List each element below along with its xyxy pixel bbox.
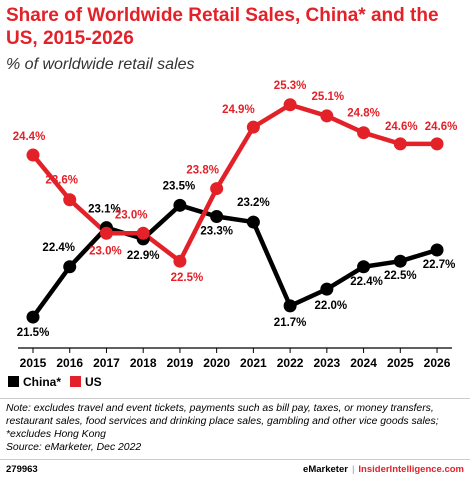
- data-label-china-2024: 22.4%: [350, 276, 383, 288]
- x-tick-label-2016: 2016: [56, 356, 83, 370]
- point-china-2019: [173, 198, 187, 212]
- point-us-2017: [99, 226, 113, 240]
- data-label-us-2016: 23.6%: [45, 175, 78, 187]
- brand-footer: eMarketer | InsiderIntelligence.com: [303, 464, 464, 475]
- x-tick-label-2026: 2026: [424, 356, 451, 370]
- data-label-china-2022: 21.7%: [274, 317, 307, 329]
- data-label-china-2016: 22.4%: [42, 242, 75, 254]
- data-label-china-2021: 23.2%: [237, 197, 270, 209]
- point-us-2025: [393, 137, 407, 151]
- point-us-2015: [26, 148, 40, 162]
- point-us-2022: [283, 98, 297, 112]
- source-text: Source: eMarketer, Dec 2022: [6, 442, 142, 453]
- data-label-us-2024: 24.8%: [347, 108, 380, 120]
- x-tick-label-2022: 2022: [277, 356, 304, 370]
- x-tick-label-2024: 2024: [350, 356, 377, 370]
- point-china-2016: [63, 260, 77, 274]
- data-label-us-2019: 22.5%: [171, 272, 204, 284]
- chart-subtitle: % of worldwide retail sales: [6, 56, 195, 73]
- data-label-china-2020: 23.3%: [200, 226, 233, 238]
- point-china-2020: [210, 210, 224, 223]
- data-label-china-2026: 22.7%: [423, 259, 456, 271]
- point-china-2023: [320, 282, 334, 296]
- series-line-us: [31, 102, 438, 264]
- point-us-2021: [246, 120, 260, 134]
- data-label-us-2022: 25.3%: [274, 80, 307, 92]
- point-china-2015: [26, 310, 40, 324]
- point-china-2026: [430, 243, 444, 257]
- brand-secondary: InsiderIntelligence.com: [358, 464, 464, 475]
- chart-id: 279963: [6, 464, 38, 475]
- data-label-china-2023: 22.0%: [315, 300, 348, 312]
- point-us-2020: [210, 182, 224, 196]
- x-tick-label-2018: 2018: [130, 356, 157, 370]
- data-label-us-2018: 23.0%: [115, 209, 148, 221]
- x-tick-label-2019: 2019: [167, 356, 194, 370]
- point-china-2024: [357, 260, 371, 274]
- data-label-us-2023: 25.1%: [312, 91, 345, 103]
- x-tick-label-2017: 2017: [93, 356, 120, 370]
- data-label-china-2017: 23.1%: [88, 204, 121, 216]
- divider-top: [0, 398, 470, 399]
- chart-title: Share of Worldwide Retail Sales, China* …: [6, 5, 439, 49]
- data-label-china-2019: 23.5%: [163, 180, 196, 192]
- point-us-2023: [320, 109, 334, 123]
- data-label-us-2026: 24.6%: [425, 121, 458, 133]
- point-us-2024: [357, 126, 371, 140]
- data-label-china-2025: 22.5%: [384, 270, 417, 282]
- data-label-us-2020: 23.8%: [186, 165, 219, 177]
- legend-swatch-us: [70, 376, 81, 387]
- line-chart: 2015 2016 2017 2018 2019 2020 2021 2022 2023 2024…: [8, 80, 458, 389]
- point-us-2019: [173, 254, 187, 268]
- point-china-2022: [283, 299, 297, 313]
- legend-label-us: US: [85, 375, 102, 389]
- brand-separator: |: [351, 464, 355, 475]
- data-label-china-2015: 21.5%: [17, 327, 50, 339]
- x-tick-label-2021: 2021: [240, 356, 267, 370]
- brand-primary: eMarketer: [303, 464, 348, 475]
- chart-note: Note: excludes travel and event tickets,…: [6, 402, 466, 454]
- point-china-2025: [393, 254, 407, 268]
- data-label-us-2017: 23.0%: [89, 245, 122, 257]
- point-us-2026: [430, 137, 444, 151]
- data-label-us-2015: 24.4%: [13, 131, 46, 143]
- x-tick-label-2025: 2025: [387, 356, 414, 370]
- x-tick-label-2015: 2015: [20, 356, 47, 370]
- x-tick-label-2020: 2020: [203, 356, 230, 370]
- legend-label-china: China*: [23, 375, 61, 389]
- divider-bottom: [0, 459, 470, 460]
- point-china-2021: [246, 215, 260, 229]
- data-label-china-2018: 22.9%: [127, 250, 160, 262]
- legend-swatch-china: [8, 376, 19, 387]
- data-label-us-2025: 24.6%: [385, 121, 418, 133]
- data-label-us-2021: 24.9%: [222, 104, 255, 116]
- note-text: Note: excludes travel and event tickets,…: [6, 403, 439, 440]
- point-us-2016: [63, 193, 77, 207]
- x-tick-label-2023: 2023: [313, 356, 340, 370]
- point-us-2018: [136, 226, 150, 240]
